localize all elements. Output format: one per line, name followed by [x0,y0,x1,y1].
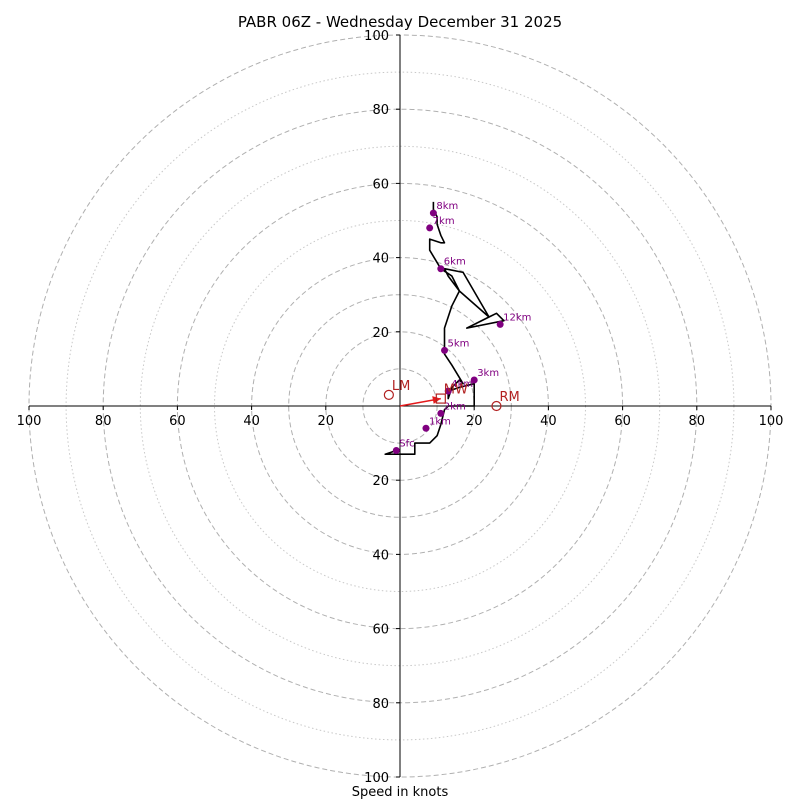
tick-label-y: 40 [372,548,389,563]
hodograph-trace-line [384,201,505,456]
tick-labels: 20 20 20 20 40 40 40 40 60 60 60 60 80 80 80 80 100 100 10… [17,29,784,786]
tick-label-x: 60 [614,414,631,429]
height-marker-group: Sfc 1km 2km 3km 4km 5km 6km 7km 8km 12km [392,201,531,455]
height-marker-dot [392,447,400,455]
tick-label-y: 60 [372,623,389,638]
height-marker-label: 4km [451,379,473,390]
tick-label-x: 80 [689,414,706,429]
storm-motion-label: RM [499,390,519,405]
tick-label-y: 20 [372,474,389,489]
x-axis-label: Speed in knots [352,785,449,800]
tick-label-x: 20 [466,414,483,429]
storm-motion-marker [383,389,394,400]
tick-label-y: 80 [372,697,389,712]
tick-label-y: 40 [372,252,389,267]
height-marker-label: 6km [444,257,466,268]
tick-label-y: 100 [364,771,389,786]
height-marker-dot [441,346,449,354]
chart-title: PABR 06Z - Wednesday December 31 2025 [238,13,562,31]
tick-label-x: 40 [243,414,260,429]
height-marker-label: Sfc [399,439,414,450]
hodograph-trace-group [384,201,505,456]
height-marker-dot [496,320,504,328]
motion-arrow-group [399,396,441,407]
tick-label-x: 20 [318,414,335,429]
height-marker-label: 3km [477,368,499,379]
height-marker-dot [429,209,437,217]
tick-label-x: 60 [169,414,186,429]
height-marker-label: 1km [429,416,451,427]
storm-motion-marker [491,400,502,412]
height-marker-label: 12km [503,312,531,323]
tick-label-x: 100 [759,414,784,429]
height-marker-label: 7km [433,216,455,227]
height-marker-dot [422,424,430,432]
height-marker-label: 5km [448,338,470,349]
tick-label-y: 60 [372,177,389,192]
height-marker-dot [470,376,478,384]
height-marker-dot [437,265,445,273]
tick-label-x: 80 [95,414,112,429]
storm-motion-marker [435,393,446,404]
height-marker-label: 8km [436,201,458,212]
height-marker-dot [426,224,434,232]
height-marker-label: 2km [444,401,466,412]
tick-label-y: 100 [364,29,389,44]
tick-label-y: 20 [372,326,389,341]
tick-label-x: 100 [17,414,42,429]
height-marker-dot [437,409,445,417]
storm-motion-group: LM RM MW [383,379,520,412]
tick-label-y: 80 [372,103,389,118]
height-marker-dot [444,387,452,395]
storm-motion-label: LM [392,379,410,394]
storm-motion-label: MW [444,383,468,398]
tick-label-x: 40 [540,414,557,429]
